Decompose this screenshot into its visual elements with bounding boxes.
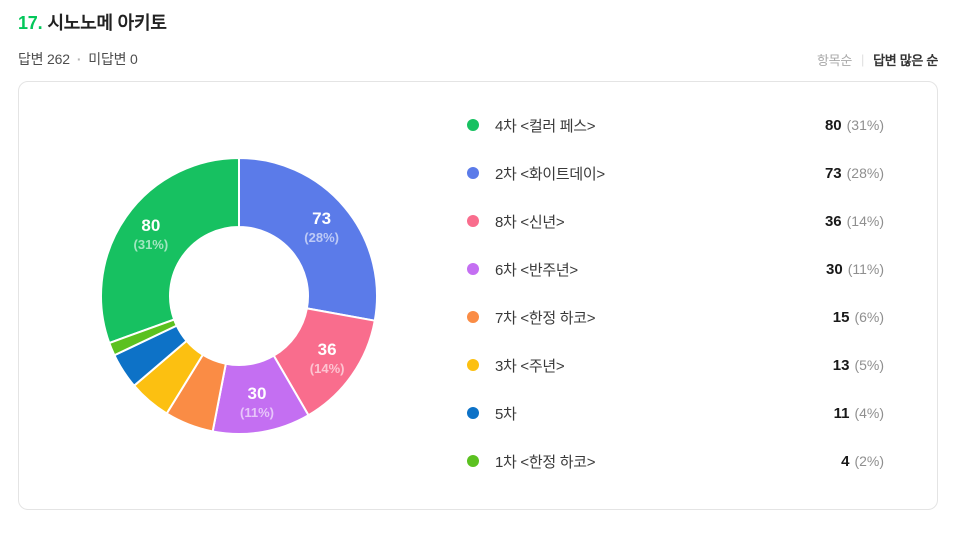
legend-dot [467, 263, 479, 275]
question-title-line: 17. 시노노메 아키토 [18, 9, 938, 35]
legend-row: 7차 <한정 하코> 15 (6%) [467, 293, 884, 341]
legend-percent: (2%) [854, 453, 884, 469]
legend-dot [467, 215, 479, 227]
slice-label: 73 (28%) [304, 209, 339, 245]
sort-control: 항목순 | 답변 많은 순 [817, 50, 938, 69]
question-title: 시노노메 아키토 [47, 13, 167, 33]
legend-dot [467, 311, 479, 323]
meta-row: 답변 262 · 미답변 0 항목순 | 답변 많은 순 [18, 49, 938, 69]
donut-slice [238, 156, 378, 322]
legend-percent: (4%) [854, 405, 884, 421]
legend-dot [467, 119, 479, 131]
legend-value: 73 [824, 164, 842, 182]
donut-slice [108, 318, 178, 356]
legend-row: 8차 <신년> 36 (14%) [467, 197, 884, 245]
question-number: 17. [18, 13, 43, 33]
slice-label: 80 (31%) [134, 216, 169, 252]
legend-row: 3차 <주년> 13 (5%) [467, 341, 884, 389]
donut-chart: 80 (31%) 73 (28%) 36 (14%) 30 (11%) [100, 156, 378, 435]
legend-label: 2차 <화이트데이> [495, 165, 605, 183]
legend-dot [467, 407, 479, 419]
donut-slice [100, 156, 240, 344]
legend-percent: (28%) [846, 165, 884, 181]
results-page: 17. 시노노메 아키토 답변 262 · 미답변 0 항목순 | 답변 많은 순 8… [18, 0, 938, 510]
sort-divider: | [860, 51, 865, 67]
legend-row: 4차 <컬러 페스> 80 (31%) [467, 101, 884, 149]
legend-label: 8차 <신년> [495, 213, 565, 231]
legend: 4차 <컬러 페스> 80 (31%) 2차 <화이트데이> 73 (28%) … [459, 82, 937, 509]
legend-row: 1차 <한정 하코> 4 (2%) [467, 437, 884, 485]
legend-percent: (14%) [846, 213, 884, 229]
chart-area: 80 (31%) 73 (28%) 36 (14%) 30 (11%) [19, 82, 459, 509]
legend-value: 4 [841, 452, 850, 470]
legend-row: 6차 <반주년> 30 (11%) [467, 245, 884, 293]
answer-counts: 답변 262 · 미답변 0 [18, 49, 138, 69]
results-card: 80 (31%) 73 (28%) 36 (14%) 30 (11%) 4차 <컬러 페스> … [18, 81, 938, 510]
slice-label: 36 (14%) [310, 339, 345, 375]
legend-label: 1차 <한정 하코> [495, 453, 596, 471]
legend-label: 6차 <반주년> [495, 261, 578, 279]
legend-dot [467, 455, 479, 467]
legend-label: 7차 <한정 하코> [495, 309, 596, 327]
legend-percent: (11%) [847, 261, 884, 277]
slice-label: 30 (11%) [240, 384, 274, 420]
answered-count: 답변 262 [18, 51, 70, 67]
legend-label: 5차 [495, 405, 517, 423]
legend-label: 3차 <주년> [495, 357, 565, 375]
count-separator: · [76, 51, 82, 67]
legend-value: 36 [824, 212, 842, 230]
legend-label: 4차 <컬러 페스> [495, 117, 596, 135]
legend-dot [467, 167, 479, 179]
sort-option-most-answers[interactable]: 답변 많은 순 [873, 52, 938, 68]
legend-value: 80 [824, 116, 842, 134]
unanswered-count: 미답변 0 [88, 51, 138, 67]
legend-row: 2차 <화이트데이> 73 (28%) [467, 149, 884, 197]
page-header: 17. 시노노메 아키토 답변 262 · 미답변 0 항목순 | 답변 많은 순 [18, 0, 938, 69]
legend-percent: (6%) [854, 309, 884, 325]
legend-dot [467, 359, 479, 371]
legend-value: 30 [826, 260, 843, 278]
legend-value: 13 [832, 356, 850, 374]
sort-option-item-order[interactable]: 항목순 [817, 52, 852, 68]
legend-percent: (5%) [854, 357, 884, 373]
legend-row: 5차 11 (4%) [467, 389, 884, 437]
legend-value: 15 [832, 308, 850, 326]
legend-percent: (31%) [846, 117, 884, 133]
legend-value: 11 [833, 404, 850, 422]
